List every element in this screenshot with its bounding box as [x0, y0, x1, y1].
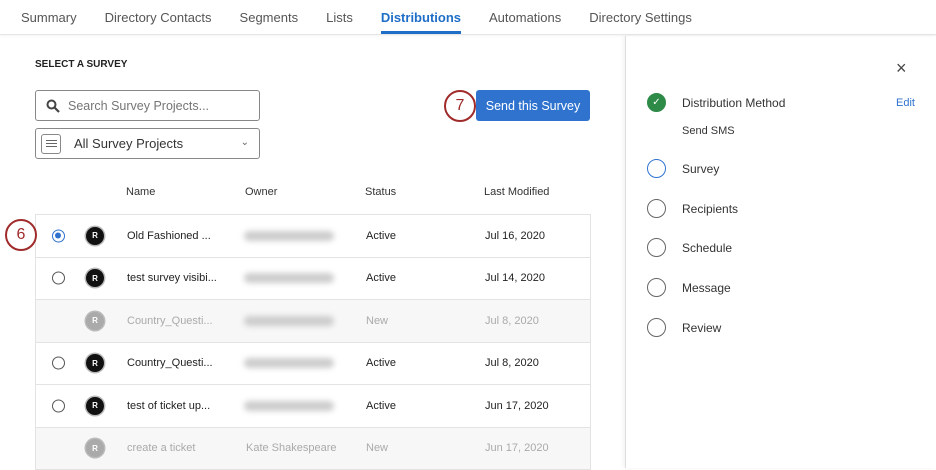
step-label: Distribution Method — [682, 96, 785, 110]
circle-icon — [647, 199, 666, 218]
row-radio[interactable] — [52, 357, 65, 370]
callout-badge: 6 — [5, 219, 37, 251]
section-title: SELECT A SURVEY — [35, 59, 127, 70]
survey-owner-redacted — [244, 231, 334, 241]
step-recipients: Recipients — [647, 199, 738, 218]
survey-name: Old Fashioned ... — [127, 230, 211, 242]
step-survey: Survey — [647, 159, 719, 178]
survey-owner-redacted — [244, 401, 334, 411]
circle-icon — [647, 159, 666, 178]
column-header-name[interactable]: Name — [126, 186, 155, 198]
step-label: Message — [682, 281, 731, 295]
step-detail: Send SMS — [682, 125, 735, 137]
survey-status: Active — [366, 400, 396, 412]
list-icon — [41, 134, 61, 154]
project-filter-value: All Survey Projects — [74, 136, 183, 151]
tab-segments[interactable]: Segments — [240, 0, 299, 34]
project-filter-select[interactable]: All Survey Projects ⌄ — [35, 128, 260, 159]
survey-status: Active — [366, 230, 396, 242]
distribution-steps-panel: × ✓ Distribution Method Send SMS Edit Survey… — [625, 36, 936, 468]
row-radio[interactable] — [52, 399, 65, 412]
survey-project-icon: R — [86, 397, 104, 415]
survey-last-modified: Jul 16, 2020 — [485, 230, 545, 242]
column-header-last-modified[interactable]: Last Modified — [484, 186, 549, 198]
survey-name: Country_Questi... — [127, 315, 213, 327]
survey-project-icon: R — [86, 439, 104, 457]
table-row: R Country_Questi... New Jul 8, 2020 — [36, 300, 590, 343]
survey-owner-redacted — [244, 316, 334, 326]
survey-last-modified: Jun 17, 2020 — [485, 442, 549, 454]
tab-summary[interactable]: Summary — [21, 0, 77, 34]
tab-distributions[interactable]: Distributions — [381, 0, 461, 34]
circle-icon — [647, 238, 666, 257]
survey-owner-redacted — [244, 273, 334, 283]
column-header-owner[interactable]: Owner — [245, 186, 277, 198]
survey-status: New — [366, 315, 388, 327]
survey-name: Country_Questi... — [127, 357, 213, 369]
edit-link[interactable]: Edit — [896, 97, 915, 109]
chevron-down-icon: ⌄ — [241, 137, 249, 148]
step-label: Survey — [682, 162, 719, 176]
survey-name: create a ticket — [127, 442, 195, 454]
survey-last-modified: Jul 8, 2020 — [485, 315, 539, 327]
step-review: Review — [647, 318, 721, 337]
callout-badge: 7 — [444, 90, 476, 122]
survey-owner: Kate Shakespeare — [246, 442, 337, 454]
survey-project-icon: R — [86, 227, 104, 245]
tab-automations[interactable]: Automations — [489, 0, 561, 34]
survey-status: Active — [366, 272, 396, 284]
search-input[interactable] — [68, 99, 248, 113]
step-label: Schedule — [682, 241, 732, 255]
step-label: Review — [682, 321, 721, 335]
survey-last-modified: Jun 17, 2020 — [485, 400, 549, 412]
survey-last-modified: Jul 14, 2020 — [485, 272, 545, 284]
column-header-status[interactable]: Status — [365, 186, 396, 198]
step-label: Recipients — [682, 202, 738, 216]
survey-project-icon: R — [86, 312, 104, 330]
tab-bar: Summary Directory Contacts Segments List… — [0, 0, 936, 35]
row-radio[interactable] — [52, 229, 65, 242]
tab-lists[interactable]: Lists — [326, 0, 353, 34]
survey-last-modified: Jul 8, 2020 — [485, 357, 539, 369]
survey-project-icon: R — [86, 354, 104, 372]
tab-directory-contacts[interactable]: Directory Contacts — [105, 0, 212, 34]
send-survey-button[interactable]: Send this Survey — [476, 90, 590, 121]
row-radio[interactable] — [52, 272, 65, 285]
tab-directory-settings[interactable]: Directory Settings — [589, 0, 692, 34]
survey-name: test of ticket up... — [127, 400, 210, 412]
survey-name: test survey visibi... — [127, 272, 217, 284]
table-row[interactable]: R Old Fashioned ... Active Jul 16, 2020 — [36, 215, 590, 258]
close-icon[interactable]: × — [896, 58, 907, 79]
survey-owner-redacted — [244, 358, 334, 368]
check-circle-icon: ✓ — [647, 93, 666, 112]
circle-icon — [647, 278, 666, 297]
circle-icon — [647, 318, 666, 337]
search-icon — [46, 99, 60, 113]
step-schedule: Schedule — [647, 238, 732, 257]
step-distribution-method: ✓ Distribution Method — [647, 93, 785, 112]
survey-status: Active — [366, 357, 396, 369]
survey-status: New — [366, 442, 388, 454]
search-field[interactable] — [35, 90, 260, 121]
survey-project-icon: R — [86, 269, 104, 287]
table-row[interactable]: R Country_Questi... Active Jul 8, 2020 — [36, 343, 590, 386]
step-message: Message — [647, 278, 731, 297]
